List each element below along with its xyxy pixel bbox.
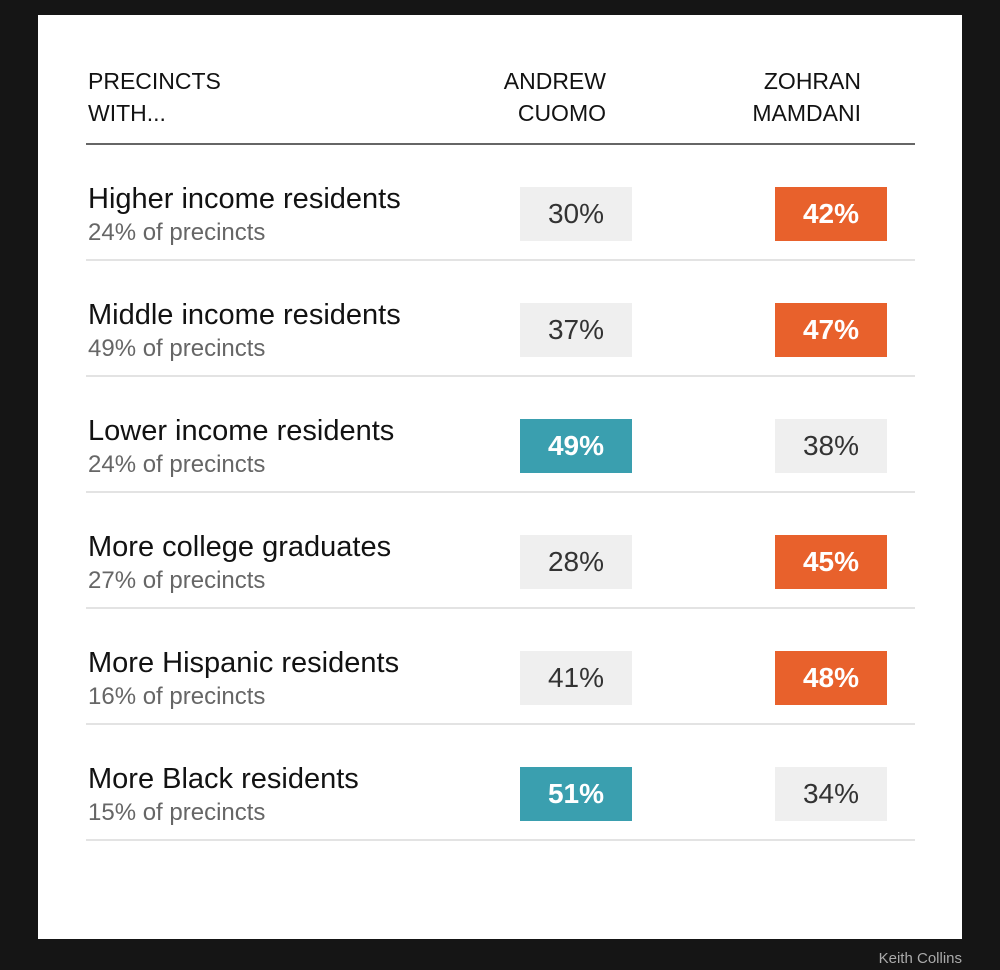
mamdani-value-cell: 45%	[775, 535, 887, 589]
cuomo-value-cell: 37%	[520, 303, 632, 357]
cuomo-value-cell: 51%	[520, 767, 632, 821]
row-label: More college graduates	[88, 531, 392, 563]
chart-card: PRECINCTS WITH... ANDREW CUOMO ZOHRAN MA…	[38, 15, 962, 939]
row-label: More Hispanic residents	[88, 647, 400, 679]
mamdani-value-cell: 42%	[775, 187, 887, 241]
row-precinct-share: 24% of precincts	[88, 219, 266, 246]
credit-text: Keith Collins	[878, 950, 962, 967]
row-precinct-share: 15% of precincts	[88, 799, 266, 826]
mamdani-value-cell: 48%	[775, 651, 887, 705]
header-zohran-mamdani: ZOHRAN MAMDANI	[752, 68, 861, 126]
row-precinct-share: 27% of precincts	[88, 567, 266, 594]
cuomo-value-cell: 30%	[520, 187, 632, 241]
mamdani-value-cell: 38%	[775, 419, 887, 473]
cuomo-value-cell: 49%	[520, 419, 632, 473]
table-row: Higher income residents 24% of precincts 3…	[86, 145, 915, 261]
table-row: More Hispanic residents 16% of precincts 4…	[86, 609, 915, 725]
table-row: More Black residents 15% of precincts 51% 3…	[86, 725, 915, 841]
row-label: Higher income residents	[88, 183, 401, 215]
table-row: Lower income residents 24% of precincts 49…	[86, 377, 915, 493]
header-andrew-cuomo: ANDREW CUOMO	[503, 68, 606, 126]
cuomo-value-cell: 28%	[520, 535, 632, 589]
row-precinct-share: 24% of precincts	[88, 451, 266, 478]
row-label: Middle income residents	[88, 299, 401, 331]
mamdani-value-cell: 47%	[775, 303, 887, 357]
table-body: Higher income residents 24% of precincts 3…	[86, 145, 915, 841]
row-precinct-share: 49% of precincts	[88, 335, 266, 362]
cuomo-value-cell: 41%	[520, 651, 632, 705]
header-precincts-with: PRECINCTS WITH...	[88, 68, 221, 126]
table-header: PRECINCTS WITH... ANDREW CUOMO ZOHRAN MA…	[86, 63, 915, 145]
row-label: Lower income residents	[88, 415, 395, 447]
row-precinct-share: 16% of precincts	[88, 683, 266, 710]
row-label: More Black residents	[88, 763, 359, 795]
mamdani-value-cell: 34%	[775, 767, 887, 821]
table-row: Middle income residents 49% of precincts 3…	[86, 261, 915, 377]
table-row: More college graduates 27% of precincts 28…	[86, 493, 915, 609]
